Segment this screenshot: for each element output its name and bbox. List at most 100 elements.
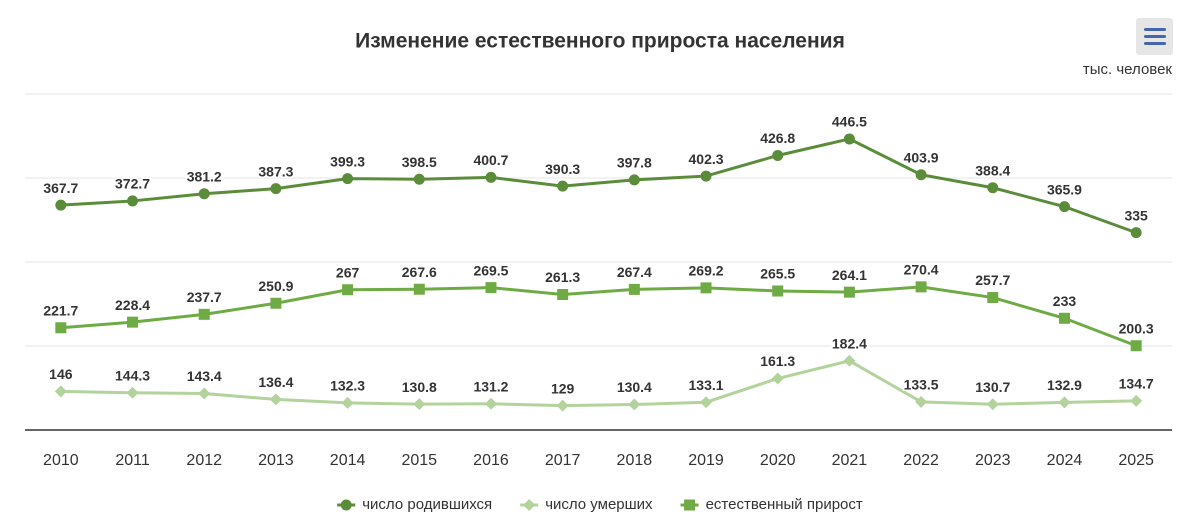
data-label: 403.9 — [904, 149, 939, 165]
data-point — [413, 283, 425, 295]
data-label: 228.4 — [115, 297, 150, 313]
legend-item[interactable]: число родившихся — [337, 496, 492, 513]
data-point — [485, 171, 497, 183]
x-tick-label: 2011 — [115, 452, 150, 469]
data-label: 387.3 — [258, 163, 293, 179]
data-label: 426.8 — [760, 130, 795, 146]
data-label: 335 — [1124, 207, 1148, 223]
data-label: 200.3 — [1119, 320, 1154, 336]
data-label: 136.4 — [258, 374, 293, 390]
series-line — [60, 137, 1137, 235]
data-label: 446.5 — [832, 114, 867, 130]
data-label: 144.3 — [115, 367, 150, 383]
data-point — [54, 385, 67, 398]
data-label: 269.5 — [473, 262, 508, 278]
data-point — [843, 286, 855, 298]
legend-label[interactable]: число родившихся — [362, 496, 492, 513]
legend-label[interactable]: естественный прирост — [706, 496, 863, 513]
data-label: 399.3 — [330, 153, 365, 169]
data-point — [1130, 340, 1142, 352]
data-point — [700, 396, 713, 409]
data-label: 267 — [336, 264, 360, 280]
data-point — [270, 297, 282, 309]
x-tick-label: 2014 — [330, 452, 366, 469]
x-tick-label: 2017 — [545, 452, 581, 469]
data-label: 133.1 — [689, 377, 724, 393]
data-point — [342, 173, 354, 185]
data-point — [55, 199, 67, 211]
chart-title: Изменение естественного прироста населен… — [355, 30, 845, 53]
legend-symbol[interactable] — [523, 499, 536, 511]
data-label: 367.7 — [43, 180, 78, 196]
series-line — [60, 359, 1137, 408]
data-point — [772, 149, 784, 161]
x-tick-label: 2022 — [903, 452, 939, 469]
data-point — [55, 322, 67, 334]
data-point — [628, 174, 640, 186]
data-point — [413, 173, 425, 185]
data-point — [485, 282, 497, 294]
x-tick-label: 2024 — [1047, 452, 1083, 469]
data-point — [1058, 396, 1071, 409]
data-label: 398.5 — [402, 154, 437, 170]
data-point — [628, 398, 641, 411]
data-point — [772, 285, 784, 297]
data-point — [198, 387, 211, 400]
menu-button[interactable] — [1136, 18, 1173, 55]
x-tick-label: 2013 — [258, 452, 294, 469]
x-tick-label: 2016 — [473, 452, 509, 469]
data-label: 133.5 — [904, 377, 939, 393]
data-label: 390.3 — [545, 161, 580, 177]
y-axis-unit: тыс. человек — [1083, 61, 1173, 78]
menu-icon-bar[interactable] — [1144, 28, 1166, 31]
data-point — [556, 399, 569, 412]
data-point — [127, 316, 139, 328]
legend-label[interactable]: число умерших — [545, 496, 653, 513]
data-label: 233 — [1053, 293, 1077, 309]
data-point — [198, 308, 210, 320]
data-point — [413, 398, 426, 411]
data-point — [771, 372, 784, 385]
x-tick-label: 2018 — [617, 452, 653, 469]
menu-icon-bar[interactable] — [1144, 35, 1166, 38]
data-label: 365.9 — [1047, 181, 1082, 197]
x-tick-label: 2019 — [688, 452, 724, 469]
data-point — [986, 398, 999, 411]
data-point — [126, 386, 139, 399]
data-label: 237.7 — [187, 289, 222, 305]
data-label: 143.4 — [187, 368, 222, 384]
data-label: 372.7 — [115, 176, 150, 192]
data-label: 269.2 — [689, 263, 724, 279]
data-label: 182.4 — [832, 335, 867, 351]
x-tick-label: 2020 — [760, 452, 796, 469]
data-point — [1058, 201, 1070, 213]
data-point — [341, 396, 354, 409]
data-point — [269, 393, 282, 406]
data-point — [843, 133, 855, 145]
data-point — [915, 395, 928, 408]
data-point — [628, 283, 640, 295]
data-point — [987, 182, 999, 194]
data-label: 388.4 — [975, 162, 1010, 178]
legend-symbol[interactable] — [684, 499, 696, 511]
x-tick-label: 2015 — [401, 452, 437, 469]
legend-item[interactable]: естественный прирост — [680, 496, 863, 513]
x-tick-label: 2012 — [186, 452, 222, 469]
data-label: 397.8 — [617, 155, 652, 171]
x-tick-label: 2021 — [832, 452, 868, 469]
data-point — [1130, 227, 1142, 239]
data-label: 130.7 — [975, 379, 1010, 395]
data-point — [987, 292, 999, 304]
data-label: 134.7 — [1119, 376, 1154, 392]
data-label: 132.3 — [330, 378, 365, 394]
legend-item[interactable]: число умерших — [520, 496, 653, 513]
menu-icon-bar[interactable] — [1144, 42, 1166, 45]
data-point — [915, 169, 927, 181]
legend-symbol[interactable] — [340, 499, 352, 511]
data-point — [127, 195, 139, 207]
data-point — [1058, 312, 1070, 324]
x-tick-label: 2010 — [43, 452, 79, 469]
data-point — [915, 281, 927, 293]
x-tick-label: 2023 — [975, 452, 1011, 469]
data-label: 221.7 — [43, 302, 78, 318]
